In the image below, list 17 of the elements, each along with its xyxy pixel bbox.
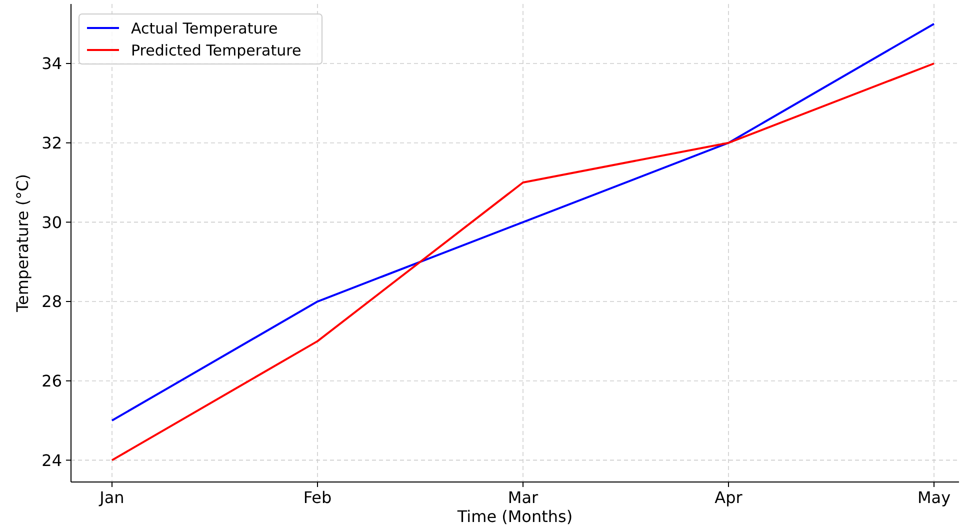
legend-label: Predicted Temperature	[131, 41, 302, 60]
x-tick-label: May	[917, 488, 951, 507]
y-axis-title: Temperature (°C)	[13, 174, 32, 314]
line-series	[111, 62, 935, 462]
y-tick-label: 30	[42, 212, 62, 232]
x-tick-label: Jan	[98, 488, 124, 507]
y-tick-label: 24	[42, 450, 62, 470]
y-tick-label: 26	[42, 371, 62, 390]
legend-label: Actual Temperature	[131, 19, 278, 38]
y-tick-label: 34	[42, 54, 62, 74]
y-tick-label: 32	[42, 133, 62, 152]
line-series	[111, 22, 935, 422]
x-tick-label: Apr	[714, 488, 743, 507]
y-tick-label: 28	[42, 292, 62, 312]
x-tick-label: Mar	[508, 488, 539, 507]
x-axis-title: Time (Months)	[456, 507, 573, 526]
x-tick-label: Feb	[303, 488, 332, 507]
